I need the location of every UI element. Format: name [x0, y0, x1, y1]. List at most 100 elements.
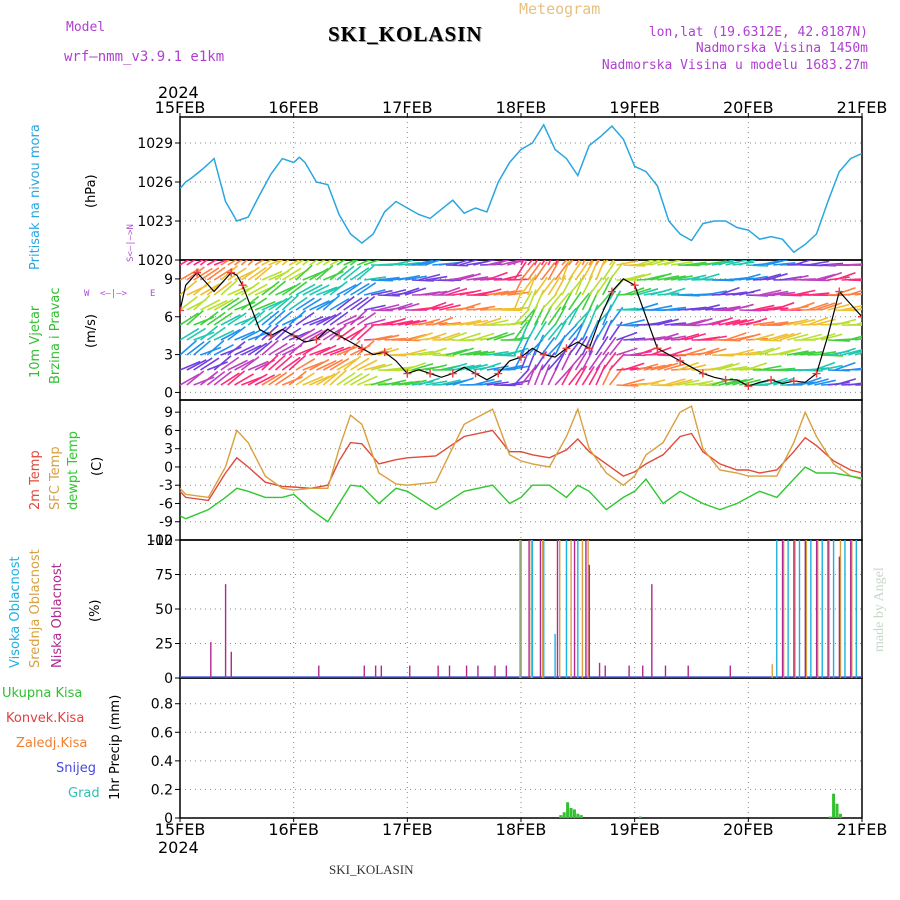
wind-barb [357, 260, 372, 266]
wind-barb [807, 292, 830, 296]
wind-barb [554, 305, 567, 326]
wind-barb [588, 260, 593, 266]
wind-barb [247, 342, 268, 356]
wind-barb [329, 298, 350, 311]
wind-barb [356, 324, 375, 341]
wind-barb [247, 309, 266, 326]
wind-barb [793, 301, 815, 311]
wind-barb [718, 286, 740, 296]
wind-barb [213, 370, 232, 386]
wind-barb [227, 340, 246, 356]
wind-barb [227, 267, 247, 281]
wind-barb [568, 322, 584, 341]
legend-frz-rain: Zaledj.Kisa [16, 736, 88, 751]
wind-barb [363, 260, 381, 266]
wind-barb [800, 308, 823, 311]
wind-barb [206, 266, 226, 281]
wind-barb [432, 303, 454, 311]
wind-barb [759, 260, 782, 266]
wind-barb [322, 270, 344, 281]
wind-barb [240, 260, 249, 266]
wind-barb [288, 330, 310, 341]
wind-barb [861, 354, 862, 355]
wind-barb [540, 364, 551, 386]
wind-barb [247, 373, 268, 386]
wind-barb [220, 260, 231, 266]
wind-barb [322, 327, 343, 341]
wind-barb [500, 274, 523, 281]
wind-barb [220, 346, 242, 356]
wind-barb [821, 262, 844, 266]
wind-barb [432, 316, 454, 326]
wind-barb [438, 379, 461, 386]
wind-barb [486, 331, 508, 341]
precip-bar [638, 816, 642, 818]
wind-barb [200, 267, 220, 281]
wind-barb [616, 384, 639, 387]
wind-barb [507, 365, 530, 371]
wind-barb [616, 331, 638, 341]
wind-barb [793, 289, 816, 296]
wind-barb [820, 333, 843, 341]
wind-barb [329, 311, 349, 326]
wind-barb [350, 282, 370, 296]
wind-barb [698, 347, 720, 356]
wind-gust-marker [858, 312, 862, 321]
wind-barb [220, 328, 241, 341]
wind-barb [861, 279, 862, 280]
wind-barb [261, 310, 280, 326]
wind-barb [493, 260, 511, 266]
wind-barb [473, 305, 496, 311]
wind-barb [670, 378, 693, 386]
wind-barb [486, 381, 509, 386]
wind-barb [404, 379, 427, 386]
wind-barb [329, 260, 342, 266]
wind-barb [759, 306, 782, 311]
wind-barb [854, 351, 862, 356]
wind-barb [533, 260, 539, 266]
wind-barb [425, 380, 448, 386]
wind-barb [302, 329, 323, 341]
y-tick-label: 75 [155, 568, 173, 584]
wind-barb [295, 297, 315, 311]
y-tick-label: 3 [164, 442, 173, 458]
wind-barb [193, 316, 215, 326]
wind-gust-marker [448, 369, 457, 378]
wind-barb [725, 332, 747, 341]
wind-barb [343, 339, 361, 356]
wind-barb [554, 368, 571, 386]
wind-barb [568, 337, 584, 356]
wind-barb [820, 271, 843, 281]
wind-barb [855, 384, 862, 386]
wind-barb [282, 376, 304, 386]
wind-gust-marker [676, 356, 685, 365]
wind-barb [418, 318, 441, 326]
wind-barb [281, 260, 290, 266]
wind-barb [445, 362, 468, 371]
wind-gust-marker [227, 268, 236, 277]
wind-barb [418, 273, 441, 281]
wind-barb [398, 274, 420, 281]
wind-barb [180, 296, 198, 311]
wind-barb [841, 349, 862, 356]
wind-barb [302, 284, 323, 296]
wind-gust-marker [517, 353, 525, 362]
wind-barb [309, 375, 331, 386]
wind-barb [445, 348, 468, 356]
wind-barb [711, 363, 734, 371]
wind-barb [773, 291, 796, 296]
wind-barb [199, 370, 219, 386]
y-tick-label: 50 [155, 602, 173, 618]
wind-barb [370, 335, 393, 341]
wind-barb [623, 273, 645, 281]
wind-barb [821, 354, 844, 357]
wind-barb [425, 275, 448, 281]
wind-barb [513, 261, 527, 281]
wind-barb [240, 312, 261, 326]
year-label-bottom: 2024 [158, 838, 199, 857]
wind-barb [745, 275, 768, 281]
wind-barb [602, 351, 617, 371]
wind-barb [241, 344, 262, 356]
wind-barb [547, 260, 560, 281]
wind-barb [493, 290, 516, 296]
